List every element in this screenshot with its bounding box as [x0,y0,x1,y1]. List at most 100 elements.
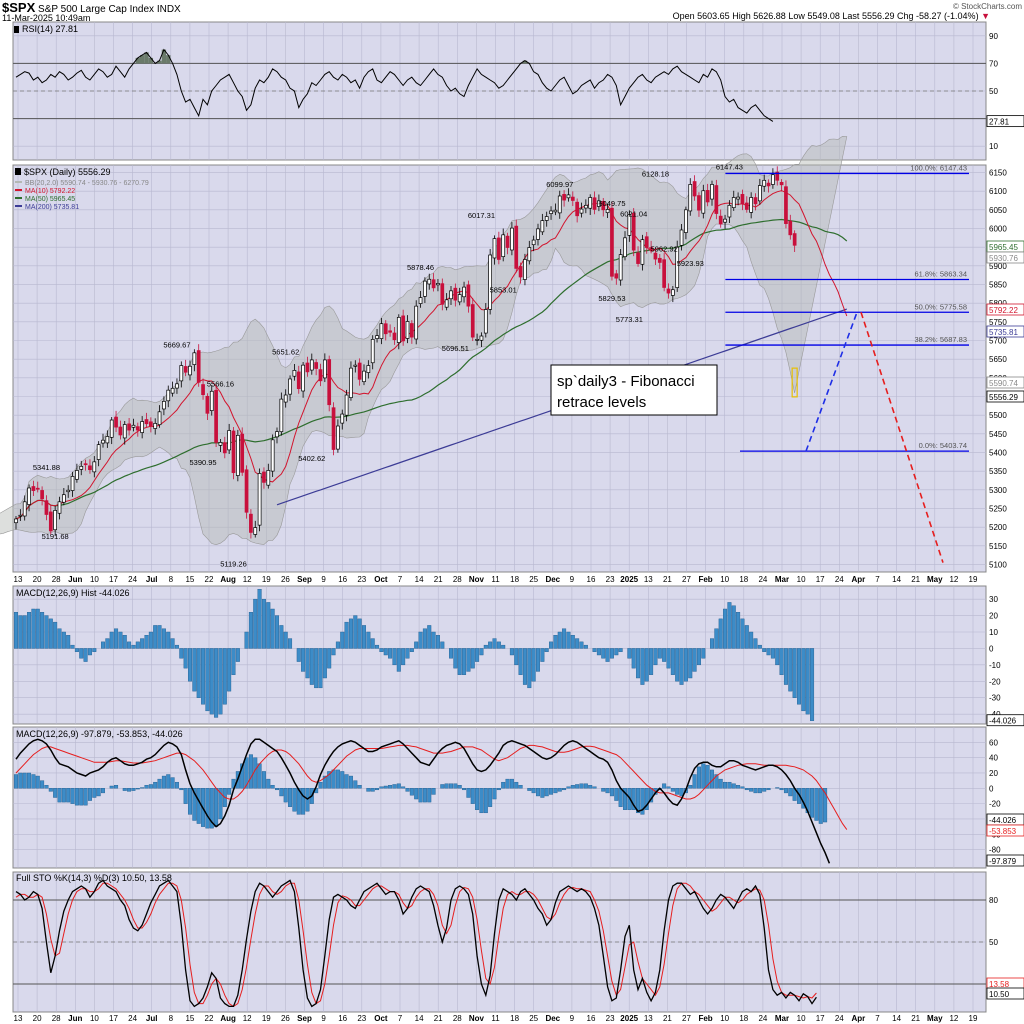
macd-hist-bar [157,625,162,649]
macd-hist-last-label: -44.026 [989,717,1017,726]
macd-hist-bar [566,631,571,649]
macd-panel-hist-bar [636,788,641,814]
macd-hist-bar [657,648,662,659]
macd-hist-bar [13,612,18,649]
price-tick-label: 6150 [989,168,1007,177]
x-axis-label-bottom: 13 [14,1014,23,1023]
candle-body [127,423,131,431]
macd-hist-bar [261,598,266,649]
candle-body [436,283,440,286]
x-axis-label: Apr [852,575,866,584]
macd-hist-bar [701,648,706,659]
candle-body [96,444,101,460]
candle-body [61,494,66,503]
x-axis-label-bottom: 9 [321,1014,326,1023]
macd-panel-hist-bar [335,769,340,789]
candle-body [266,470,271,486]
candle-body [201,384,205,395]
macd-panel-hist-bar [87,788,92,801]
candle-body [175,383,179,389]
macd-panel-hist-bar [174,781,179,789]
x-axis-label-bottom: 18 [739,1014,748,1023]
macd-panel-hist-bar [322,775,327,789]
macd-hist-bar [179,648,184,659]
macd-hist-bar [353,615,358,649]
x-axis-label-bottom: 22 [205,1014,214,1023]
macd-hist-bar [161,628,166,649]
x-axis-label: 18 [739,575,748,584]
candle-body [457,294,462,303]
candle-body [553,209,558,213]
macd-panel-hist-bar [179,788,184,791]
candle-body [105,436,110,444]
macd-hist-bar [83,648,88,662]
x-axis-label-bottom: 7 [875,1014,880,1023]
macd-hist-bar [479,648,484,656]
candle-body [536,228,540,240]
macd-panel-hist-bar [405,788,410,792]
candle-body [640,239,645,265]
candle-body [240,433,245,473]
price-tick-label: 5350 [989,467,1007,476]
rsi-tick-label: 70 [989,59,998,68]
macd-panel-hist-bar [170,777,175,789]
macd-panel-hist-bar [13,774,18,789]
rsi-title: RSI(14) 27.81 [22,24,78,34]
x-axis-label-bottom: 28 [453,1014,462,1023]
candle-body [362,370,366,383]
x-axis-label: 22 [205,575,214,584]
macd-panel-hist-bar [783,788,788,794]
price-right-label: 5930.76 [989,254,1018,263]
candle-body [305,362,310,373]
x-axis-label: 24 [758,575,767,584]
candle-body [692,181,697,197]
macd-hist-bar [53,621,58,649]
last-label: Last [842,11,860,21]
macd-hist-bar [140,638,145,649]
macd-panel-hist-bar [392,784,397,789]
macd-hist-bar [501,644,506,649]
x-axis-label: 10 [90,575,99,584]
macd-panel-hist-bar [257,763,262,789]
x-axis-label: 18 [510,575,519,584]
macd-panel-hist-bar [618,788,623,807]
macd-hist-bar [562,628,567,649]
x-axis-label-bottom: 16 [587,1014,596,1023]
macd-hist-bar [70,644,75,649]
x-axis-label-bottom: Jun [68,1014,82,1023]
macd-hist-bar [153,625,158,649]
x-axis-label-bottom: Apr [852,1014,866,1023]
macd-hist-tick-label: 0 [989,644,994,653]
macd-panel-hist-bar [192,788,197,821]
macd-hist-bar [135,641,140,649]
macd-hist-bar [87,648,92,656]
macd-hist-bar [362,625,367,649]
candle-body [475,339,479,341]
macd-panel-hist-bar [797,788,802,804]
candle-body [488,254,492,310]
x-axis-label-bottom: 13 [644,1014,653,1023]
macd-panel-hist-bar [440,784,445,789]
macd-panel-hist-bar [196,788,201,824]
candle-body [544,216,549,221]
macd-hist-bar [723,608,728,649]
low-label: Low [788,11,805,21]
macd-tick-label: -80 [989,846,1001,855]
price-right-label: 5590.74 [989,379,1018,388]
macd-panel-hist-bar [401,786,406,789]
macd-hist-bar [379,648,384,652]
macd-hist-bar [248,612,253,649]
x-axis-label-bottom: 24 [758,1014,767,1023]
macd-hist-bar [383,648,388,656]
candle-body [336,425,340,450]
candle-body [566,194,571,199]
candle-body [170,387,175,394]
macd-hist-tick-label: 30 [989,595,998,604]
macd-hist-bar [318,648,323,689]
macd-panel-hist-bar [218,788,223,820]
macd-panel-hist-bar [183,788,188,804]
macd-last-hist: -44.026 [989,816,1017,825]
price-extreme-label: 6099.97 [546,180,573,189]
macd-hist-bar [544,648,549,652]
macd-panel-hist-bar [466,788,471,798]
